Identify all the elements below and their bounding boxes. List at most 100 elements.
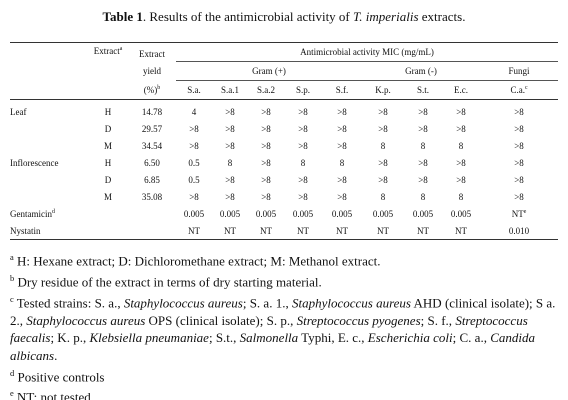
- mic-cell: >8: [322, 120, 362, 137]
- cell-text: NT: [224, 225, 236, 236]
- mic-cell: 8: [442, 188, 480, 205]
- row-label: [10, 188, 88, 205]
- footnote-text: Candida albicans: [10, 330, 535, 363]
- cell-text: >8: [418, 123, 428, 134]
- mic-cell: >8: [442, 120, 480, 137]
- label-text: Nystatin: [10, 225, 41, 236]
- cell-text: 0.005: [255, 208, 277, 219]
- mic-cell: >8: [176, 120, 212, 137]
- footnote-mark: b: [10, 272, 15, 283]
- cell-text: NT: [260, 225, 272, 236]
- mic-cell: >8: [362, 120, 404, 137]
- mic-cell: 0.5: [176, 154, 212, 171]
- cell-text: >8: [225, 191, 235, 202]
- extract-header: Extracta: [88, 42, 128, 100]
- cell-text: 0.005: [331, 208, 353, 219]
- results-table: Extracta Extract yield (%)b Antimicrobial ac…: [10, 42, 558, 240]
- cell-text: >8: [514, 106, 524, 117]
- mic-cell: 8: [362, 188, 404, 205]
- mic-cell: 0.005: [362, 205, 404, 222]
- cell-text: >8: [298, 174, 308, 185]
- strain-header: S.f.: [322, 80, 362, 100]
- extract-cell: D: [88, 120, 128, 137]
- strain-header: S.a.1: [212, 80, 248, 100]
- cell-text: 8: [300, 157, 306, 168]
- row-label: [10, 137, 88, 154]
- data-row: M 35.08 >8 >8 >8 >8 >8 8 8 8 >8: [10, 188, 558, 205]
- strain-header: S.t.: [404, 80, 442, 100]
- yield-cell: [128, 205, 176, 222]
- cell-text: >8: [261, 106, 271, 117]
- footnotes: a H: Hexane extract; D: Dichloromethane …: [10, 249, 562, 400]
- cell-text: H: [104, 157, 112, 168]
- mic-cell: >8: [248, 120, 284, 137]
- mic-cell: >8: [176, 137, 212, 154]
- footnote-text: Dry residue of the extract in terms of d…: [17, 274, 322, 290]
- header-text: S.f.: [335, 85, 349, 95]
- mic-cell: >8: [176, 188, 212, 205]
- strain-header: S.a.: [176, 80, 212, 100]
- cell-text: >8: [261, 123, 271, 134]
- mic-cell: >8: [284, 137, 322, 154]
- mic-cell: >8: [442, 171, 480, 188]
- footnote-text: Typhi, E. c.,: [298, 330, 368, 346]
- title-text: extracts.: [418, 9, 466, 24]
- cell-text: NT: [188, 225, 200, 236]
- extract-cell: H: [88, 154, 128, 171]
- data-row: M 34.54 >8 >8 >8 >8 >8 8 8 8 >8: [10, 137, 558, 154]
- mic-cell: >8: [404, 100, 442, 121]
- superscript: c: [524, 85, 528, 91]
- footnote-text: H: Hexane extract; D: Dichloromethane ex…: [17, 253, 381, 269]
- mic-cell: >8: [404, 154, 442, 171]
- mic-cell: 0.005: [284, 205, 322, 222]
- header-text: Extract: [139, 49, 165, 59]
- cell-text: >8: [514, 123, 524, 134]
- label-text: Leaf: [10, 106, 27, 117]
- cell-text: 29.57: [141, 123, 163, 134]
- data-row: Gentamicind 0.005 0.005 0.005 0.005 0.005 0.00…: [10, 205, 558, 222]
- footnote-text: ; S. a. 1.,: [242, 295, 292, 311]
- header-text: K.p.: [375, 85, 391, 95]
- header-row: Extracta Extract yield (%)b Antimicrobial ac…: [10, 42, 558, 100]
- mic-cell: 8: [404, 137, 442, 154]
- footnote: e NT: not tested: [10, 385, 562, 400]
- header-text: S.a.1: [221, 85, 239, 95]
- mic-cell: >8: [248, 137, 284, 154]
- mic-cell: >8: [362, 154, 404, 171]
- cell-text: H: [104, 106, 112, 117]
- footnote-text: NT: not tested: [17, 389, 91, 400]
- footnote-text: Staphylococcus aureus: [123, 295, 243, 311]
- extract-cell: M: [88, 188, 128, 205]
- cell-text: >8: [225, 140, 235, 151]
- mic-cell: NT: [404, 222, 442, 240]
- yield-header: Extract yield (%)b: [128, 42, 176, 100]
- cell-text: >8: [337, 174, 347, 185]
- mic-cell: NT: [322, 222, 362, 240]
- mic-cell: >8: [480, 154, 558, 171]
- mic-cell: >8: [212, 137, 248, 154]
- cell-text: 0.010: [508, 225, 530, 236]
- mic-cell: >8: [480, 188, 558, 205]
- row-label: Nystatin: [10, 222, 88, 240]
- mic-cell: 0.5: [176, 171, 212, 188]
- mic-cell: 8: [212, 154, 248, 171]
- cell-text: >8: [514, 157, 524, 168]
- cell-text: >8: [378, 174, 388, 185]
- footnote-text: Positive controls: [17, 368, 105, 384]
- footnote-text: Streptococcus pyogenes: [296, 312, 421, 328]
- header-text: S.a.2: [257, 85, 275, 95]
- cell-text: 6.85: [144, 174, 160, 185]
- cell-text: 8: [380, 140, 386, 151]
- mic-cell: NT: [362, 222, 404, 240]
- strain-row: S.a. S.a.1 S.a.2 S.p. S.f. K.p. S.t. E.c. C.a.c: [10, 80, 558, 100]
- cell-text: 8: [458, 191, 464, 202]
- header-text: Extract: [93, 46, 120, 56]
- cell-text: >8: [298, 191, 308, 202]
- cell-text: 8: [420, 140, 426, 151]
- yield-cell: 6.85: [128, 171, 176, 188]
- cell-text: >8: [261, 140, 271, 151]
- yield-line: (%)b: [128, 80, 176, 97]
- mic-cell: 8: [284, 154, 322, 171]
- extract-cell: H: [88, 100, 128, 121]
- cell-text: >8: [298, 106, 308, 117]
